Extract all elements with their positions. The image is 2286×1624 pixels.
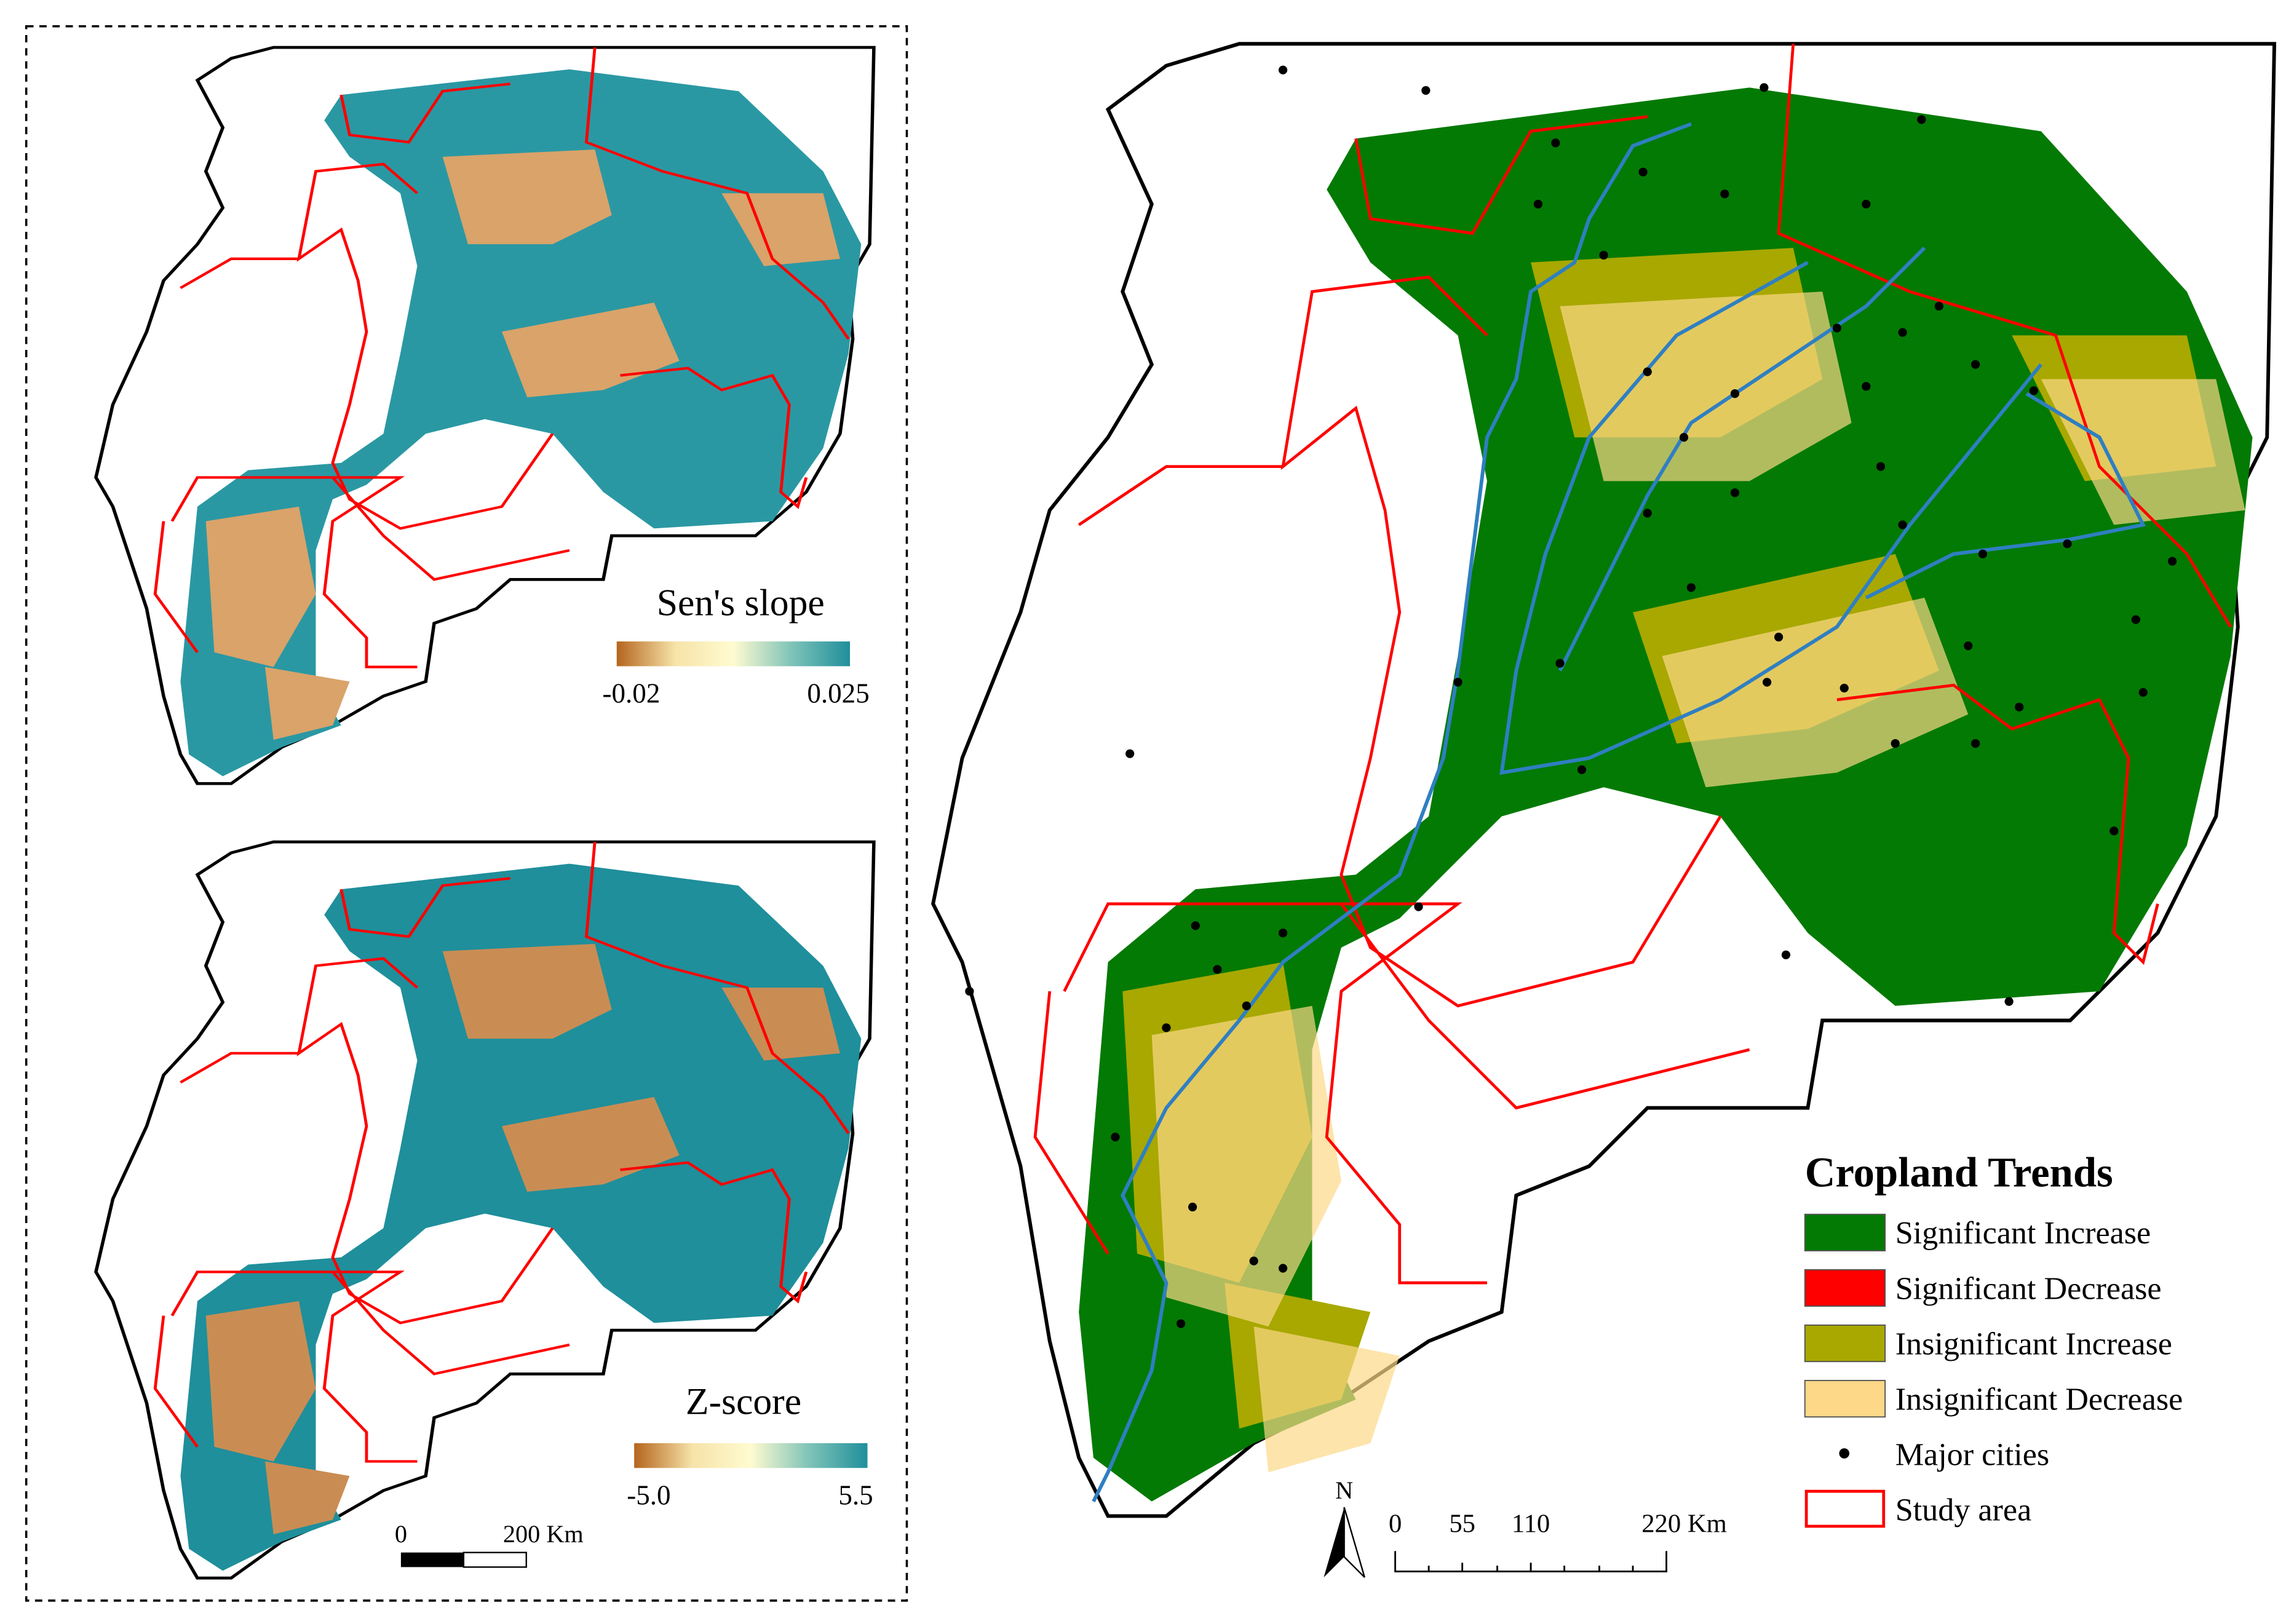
scale-label: 55 [1449, 1510, 1475, 1539]
north-label: N [1335, 1476, 1353, 1504]
legend-label: Significant Decrease [1895, 1271, 2162, 1306]
panel-frame [25, 25, 908, 1602]
city-dot [1555, 659, 1565, 668]
panel-title: Sen's slope [657, 582, 825, 624]
city-dot [1934, 301, 1943, 311]
city-dot [2167, 557, 2177, 566]
colorbar-label: -5.0 [627, 1480, 670, 1511]
scale-label: 110 [1512, 1510, 1550, 1539]
scale-label: 0 [1389, 1510, 1402, 1539]
city-dot [1970, 360, 1980, 369]
city-dot [2138, 688, 2148, 697]
city-dot [1876, 462, 1886, 471]
city-dot [1414, 902, 1423, 911]
city-dot [1278, 65, 1288, 75]
city-dot [1125, 749, 1135, 758]
city-dot [1730, 389, 1740, 398]
colorbars: Sen's slope -0.02 0.025 Z-score -5.0 5.5 [603, 582, 873, 1510]
city-dot [1599, 250, 1608, 260]
legend-label: Study area [1895, 1493, 2032, 1528]
slope-map [96, 47, 874, 783]
city-dot [1762, 678, 1772, 687]
city-dot [2029, 386, 2039, 395]
legend-label: Significant Increase [1895, 1216, 2151, 1251]
city-dot [1781, 950, 1791, 959]
city-dot [1970, 739, 1980, 748]
city-dot [1533, 199, 1543, 209]
city-dot [1191, 921, 1200, 930]
city-dot [1278, 929, 1288, 938]
scale-label: 0 [395, 1520, 407, 1548]
scale-label: 200 Km [503, 1520, 584, 1548]
legend-label: Insignificant Decrease [1895, 1382, 2183, 1417]
panel-title: Z-score [686, 1381, 801, 1423]
city-dot [1162, 1023, 1171, 1032]
colorbar-label: -0.02 [603, 678, 661, 709]
city-dot [1188, 1202, 1197, 1212]
city-dot [1840, 683, 1849, 693]
legend-swatch [1839, 1448, 1850, 1459]
small-scale-bar: 0 200 Km [395, 1520, 584, 1568]
legend-swatch [1804, 1269, 1886, 1307]
city-dot [1577, 765, 1587, 774]
city-dot [1832, 323, 1841, 333]
city-dot [965, 986, 974, 996]
city-dot [1978, 549, 1988, 559]
city-dots [965, 65, 2177, 1328]
city-dot [1249, 1256, 1258, 1266]
city-dot [1917, 115, 1926, 124]
city-dot [1421, 85, 1431, 95]
colorbar-label: 0.025 [807, 678, 869, 709]
city-dot [2004, 997, 2014, 1006]
city-dot [1111, 1133, 1120, 1142]
colorbar [616, 641, 851, 667]
city-dot [1551, 138, 1560, 148]
legend-title: Cropland Trends [1805, 1149, 2113, 1196]
city-dot [1720, 189, 1729, 199]
legend-swatch [1804, 1213, 1886, 1251]
colorbar-label: 5.5 [838, 1480, 873, 1511]
legend-swatch [1804, 1380, 1886, 1418]
city-dot [2015, 702, 2024, 711]
city-dot [1177, 1319, 1186, 1328]
city-dot [1638, 167, 1648, 176]
city-dot [1760, 83, 1769, 92]
city-dot [2109, 826, 2119, 836]
legend-label: Insignificant Increase [1895, 1326, 2172, 1361]
legend-swatch [1804, 1489, 1886, 1528]
main-scale-bar: 0 55 110 220 Km [1389, 1510, 1727, 1572]
city-dot [1453, 678, 1462, 687]
city-dot [1898, 520, 1907, 529]
city-dot [2063, 539, 2072, 549]
city-dot [1730, 488, 1740, 497]
legend-label: Major cities [1895, 1438, 2050, 1473]
city-dot [1862, 382, 1871, 391]
city-dot [2131, 615, 2140, 624]
legend-swatch [1804, 1324, 1886, 1363]
legend: Cropland Trends Significant Increase Sign… [1804, 1149, 2183, 1528]
city-dot [1679, 433, 1689, 442]
colorbar [634, 1443, 868, 1468]
city-dot [1213, 965, 1222, 974]
north-arrow: N [1324, 1476, 1365, 1578]
main-map [933, 44, 2274, 1516]
city-dot [1964, 641, 1973, 651]
scale-label: 220 Km [1641, 1510, 1727, 1539]
city-dot [1891, 739, 1900, 748]
city-dot [1862, 199, 1871, 209]
city-dot [1686, 583, 1696, 592]
city-dot [1898, 328, 1907, 337]
city-dot [1278, 1264, 1288, 1273]
city-dot [1774, 632, 1784, 642]
city-dot [1643, 367, 1652, 376]
city-dot [1643, 509, 1652, 518]
city-dot [1242, 1001, 1251, 1010]
